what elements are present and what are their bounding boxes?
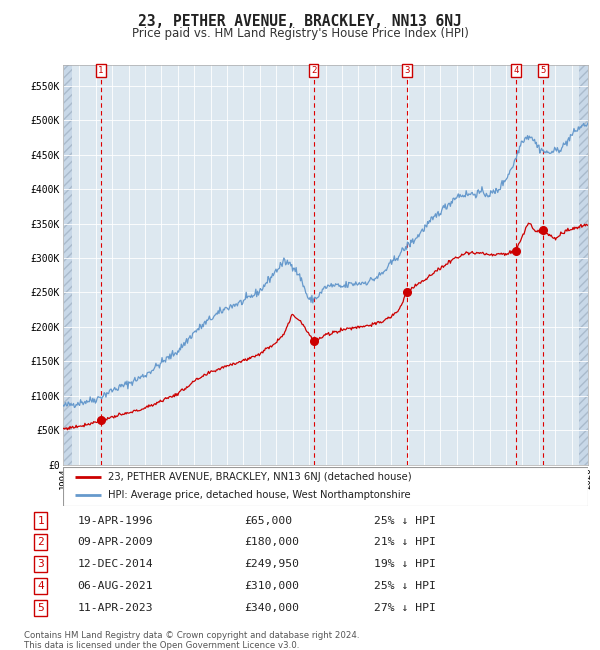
Bar <box>579 65 588 465</box>
Text: 19% ↓ HPI: 19% ↓ HPI <box>374 559 436 569</box>
Text: HPI: Average price, detached house, West Northamptonshire: HPI: Average price, detached house, West… <box>107 490 410 500</box>
Text: 11-APR-2023: 11-APR-2023 <box>77 603 153 613</box>
Text: 09-APR-2009: 09-APR-2009 <box>77 538 153 547</box>
Text: 2: 2 <box>38 538 44 547</box>
Text: 06-AUG-2021: 06-AUG-2021 <box>77 581 153 591</box>
Text: 1: 1 <box>98 66 103 75</box>
Text: Contains HM Land Registry data © Crown copyright and database right 2024.: Contains HM Land Registry data © Crown c… <box>24 630 359 640</box>
Text: £340,000: £340,000 <box>244 603 299 613</box>
Text: 2: 2 <box>311 66 316 75</box>
Text: 3: 3 <box>38 559 44 569</box>
Text: This data is licensed under the Open Government Licence v3.0.: This data is licensed under the Open Gov… <box>24 641 299 650</box>
Text: 3: 3 <box>404 66 409 75</box>
Text: 25% ↓ HPI: 25% ↓ HPI <box>374 581 436 591</box>
Text: £180,000: £180,000 <box>244 538 299 547</box>
Text: £249,950: £249,950 <box>244 559 299 569</box>
Text: 21% ↓ HPI: 21% ↓ HPI <box>374 538 436 547</box>
Text: £310,000: £310,000 <box>244 581 299 591</box>
Text: £65,000: £65,000 <box>244 515 292 525</box>
Text: 23, PETHER AVENUE, BRACKLEY, NN13 6NJ (detached house): 23, PETHER AVENUE, BRACKLEY, NN13 6NJ (d… <box>107 473 411 482</box>
Text: 25% ↓ HPI: 25% ↓ HPI <box>374 515 436 525</box>
Text: 27% ↓ HPI: 27% ↓ HPI <box>374 603 436 613</box>
Text: 1: 1 <box>38 515 44 525</box>
Text: 23, PETHER AVENUE, BRACKLEY, NN13 6NJ: 23, PETHER AVENUE, BRACKLEY, NN13 6NJ <box>138 14 462 29</box>
Text: Price paid vs. HM Land Registry's House Price Index (HPI): Price paid vs. HM Land Registry's House … <box>131 27 469 40</box>
Text: 4: 4 <box>513 66 518 75</box>
Text: 5: 5 <box>541 66 546 75</box>
Bar <box>63 65 72 465</box>
Text: 12-DEC-2014: 12-DEC-2014 <box>77 559 153 569</box>
Text: 4: 4 <box>38 581 44 591</box>
Text: 5: 5 <box>38 603 44 613</box>
Text: 19-APR-1996: 19-APR-1996 <box>77 515 153 525</box>
